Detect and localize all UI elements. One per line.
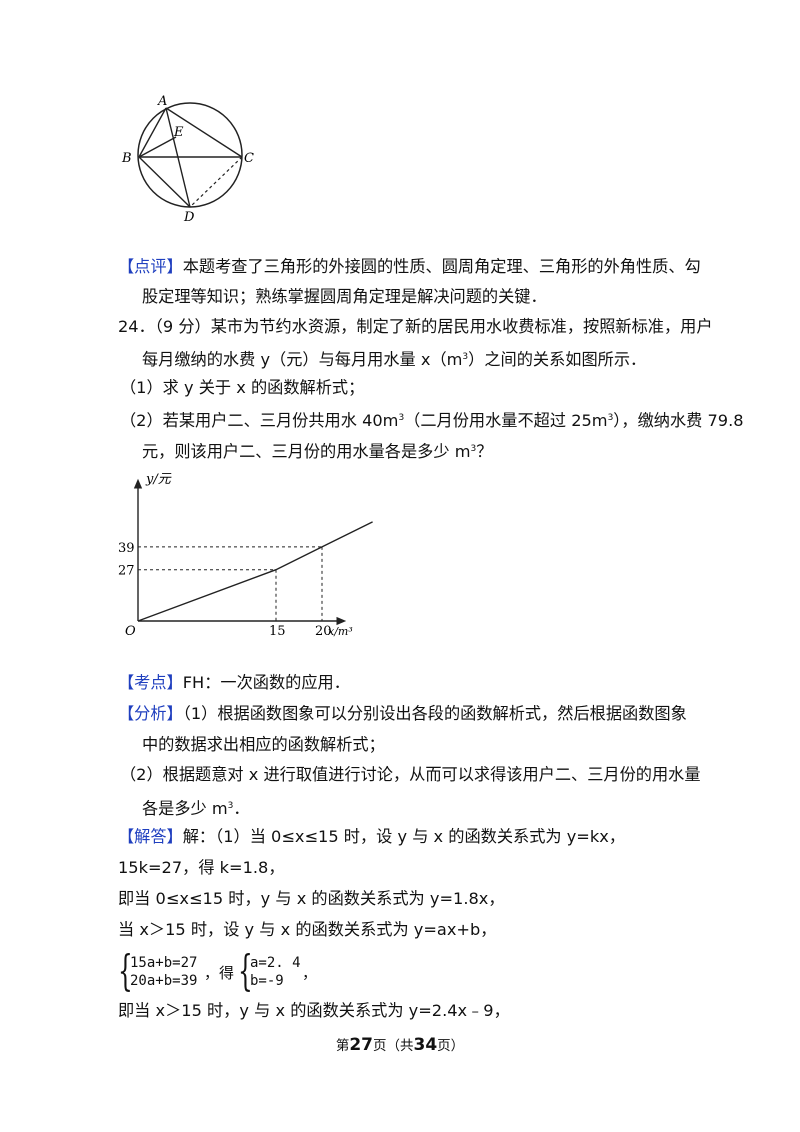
solution-line-3: 即当 0≤x≤15 时，y 与 x 的函数关系式为 y=1.8x， xyxy=(118,889,505,908)
fenxi-tag: 【分析】 xyxy=(118,704,183,723)
commentary-tag: 【点评】 xyxy=(118,257,183,276)
kaodian-tag: 【考点】 xyxy=(118,673,183,692)
system-1: 15a+b=27 20a+b=39 xyxy=(130,955,198,989)
segment-ac xyxy=(165,107,243,158)
segment-ad xyxy=(165,107,191,208)
fenxi-line-3: （2）根据题意对 x 进行取值进行讨论，从而可以求得该用户二、三月份的用水量 xyxy=(120,765,701,784)
equation-systems: { 15a+b=27 20a+b=39 ，得 { a=2. 4 b=-9 ， xyxy=(118,950,418,996)
problem-header: 24．（9 分）某市为节约水资源，制定了新的居民用水收费标准，按照新标准，用户 xyxy=(118,317,713,336)
label-d: D xyxy=(183,210,195,225)
circle-figure: A E B C D xyxy=(121,94,254,225)
brace-left-1: { xyxy=(118,946,133,995)
origin-label: O xyxy=(125,624,136,639)
solution-line-1: 【解答】解：（1）当 0≤x≤15 时，设 y 与 x 的函数关系式为 y=kx… xyxy=(118,827,626,846)
fenxi-line-1: 【分析】（1）根据函数图象可以分别设出各段的函数解析式，然后根据函数图象 xyxy=(118,704,687,723)
problem-line-2: 每月缴纳的水费 y（元）与每月用水量 x（m3）之间的关系如图所示． xyxy=(142,350,647,369)
problem-part-2: （2）若某用户二、三月份共用水 40m3（二月份用水量不超过 25m3），缴纳水… xyxy=(120,411,744,430)
kaodian-line: 【考点】FH：一次函数的应用． xyxy=(118,673,350,692)
segment-be xyxy=(138,136,177,158)
segment-bd xyxy=(138,156,191,208)
label-c: C xyxy=(244,151,254,166)
solution-line-5: 即当 x＞15 时，y 与 x 的函数关系式为 y=2.4x﹣9， xyxy=(118,1001,510,1020)
solution-line-2: 15k=27，得 k=1.8， xyxy=(118,858,285,877)
series-line xyxy=(137,521,373,622)
x-tick-label-0: 15 xyxy=(269,624,286,639)
label-b: B xyxy=(121,151,132,166)
circumcircle xyxy=(137,102,243,208)
tick-labels: 15 20 27 39 xyxy=(118,541,332,639)
system-2: a=2. 4 b=-9 xyxy=(250,955,301,989)
fenxi-line-4: 各是多少 m3． xyxy=(142,799,250,818)
commentary-line-1: 【点评】本题考查了三角形的外接圆的性质、圆周角定理、三角形的外角性质、勾 xyxy=(118,257,701,276)
page-number: 27 xyxy=(349,1035,373,1055)
system-connector: ，得 xyxy=(204,964,235,982)
problem-part-1: （1）求 y 关于 x 的函数解析式； xyxy=(120,378,365,397)
y-tick-label-1: 39 xyxy=(118,541,135,556)
dashed-guides xyxy=(138,546,323,621)
y-tick-label-0: 27 xyxy=(118,564,135,579)
commentary-line-2: 股定理等知识；熟练掌握圆周角定理是解决问题的关键． xyxy=(142,287,547,306)
system-end: ， xyxy=(302,964,318,982)
x-tick-label-1: 20 xyxy=(315,624,332,639)
solution-line-4: 当 x＞15 时，设 y 与 x 的函数关系式为 y=ax+b， xyxy=(118,920,497,939)
brace-left-2: { xyxy=(238,946,253,995)
page-total: 34 xyxy=(413,1035,438,1055)
water-fee-chart: 15 20 27 39 y/元 x/m³ O xyxy=(118,472,373,639)
fenxi-line-2: 中的数据求出相应的函数解析式； xyxy=(142,735,385,754)
y-axis-label: y/元 xyxy=(145,472,172,487)
page-footer: 第27页（共34页） xyxy=(335,1035,465,1055)
segment-cd-dashed xyxy=(189,156,243,208)
solution-tag: 【解答】 xyxy=(118,827,183,846)
label-a: A xyxy=(157,94,167,109)
problem-part-2-line-2: 元，则该用户二、三月份的用水量各是多少 m3？ xyxy=(142,442,493,461)
label-e: E xyxy=(173,125,184,140)
x-axis-label: x/m³ xyxy=(328,625,353,638)
segment-ab xyxy=(138,107,167,158)
